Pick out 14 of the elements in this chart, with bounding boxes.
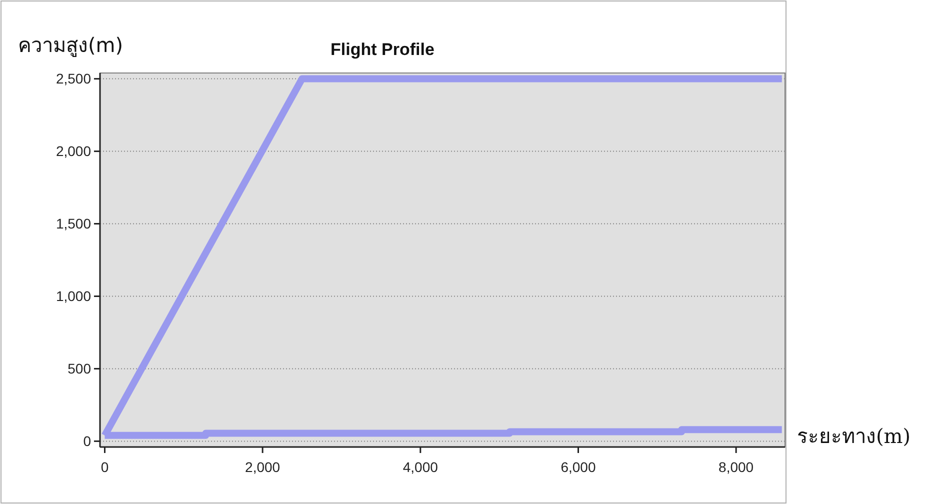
y-tick-label: 500 [68,360,92,377]
x-tick-label: 4,000 [402,459,438,475]
y-tick-label: 2,000 [56,143,92,160]
x-tick-label: 0 [100,459,109,475]
y-tick-label: 1,500 [56,216,92,232]
y-tick-label: 0 [83,433,92,450]
x-tick-label: 2,000 [245,459,280,475]
y-tick-label: 1,000 [56,288,92,304]
x-tick-label: 8,000 [718,459,754,475]
y-axis-title: ความสูง(m) [18,33,124,58]
chart-title: Flight Profile [330,40,434,59]
y-tick-label: 2,500 [56,70,92,87]
x-axis-title: ระยะทาง(m) [797,424,911,448]
x-tick-label: 6,000 [560,459,596,475]
